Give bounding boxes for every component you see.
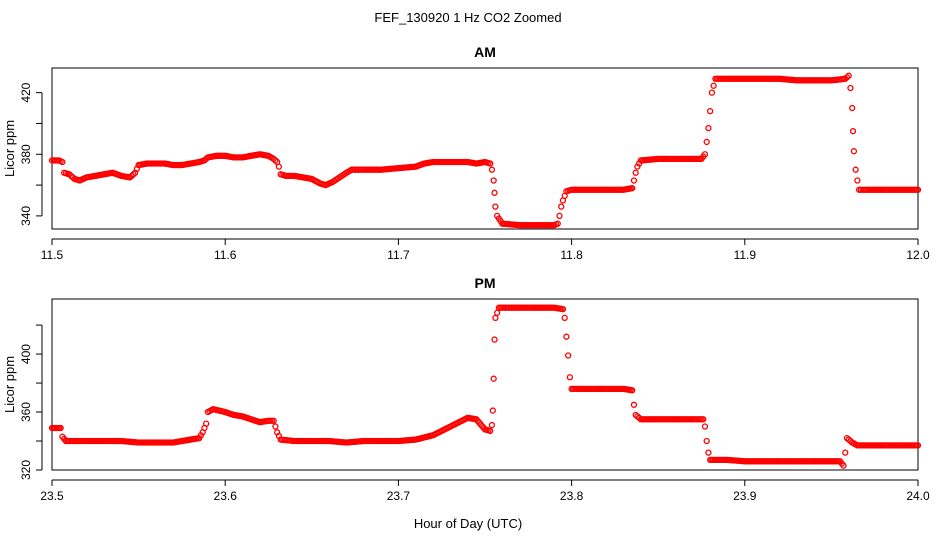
figure-title: FEF_130920 1 Hz CO2 Zoomed	[374, 10, 561, 25]
data-point	[845, 72, 852, 79]
data-point	[57, 424, 64, 432]
data-point	[490, 375, 497, 382]
data-point	[491, 189, 498, 196]
data-point	[558, 203, 565, 210]
x-tick-label: 23.8	[560, 489, 584, 503]
panel-1: PM 23.5 23.6 23.7 23.8 23.9 24.0 320 360 400Licor…	[2, 275, 930, 503]
data-point	[487, 160, 494, 167]
plot-frame	[51, 67, 919, 230]
y-tick-label: 360	[19, 402, 33, 422]
data-point	[487, 427, 494, 435]
data-point	[559, 305, 567, 313]
data-point	[632, 169, 639, 176]
data-point	[492, 314, 499, 321]
data-point	[488, 166, 496, 173]
data-point	[849, 104, 856, 112]
data-point	[634, 163, 641, 170]
data-point	[561, 314, 568, 321]
data-point	[847, 84, 854, 92]
data-point	[708, 89, 716, 96]
plot-frame	[51, 298, 919, 471]
data-point	[849, 128, 857, 135]
data-point	[554, 220, 561, 227]
panel-title: AM	[474, 44, 496, 60]
data-point	[491, 336, 498, 343]
x-tick-label: 24.0	[906, 489, 930, 503]
data-point	[490, 177, 497, 184]
data-point	[629, 185, 636, 192]
data-point	[703, 437, 710, 445]
data-point	[275, 163, 283, 170]
y-tick-label: 340	[19, 206, 33, 226]
data-point	[630, 401, 638, 408]
data-point	[629, 387, 636, 394]
x-tick-label: 23.6	[214, 489, 238, 503]
data-point	[59, 158, 66, 166]
y-tick-label: 420	[19, 82, 33, 102]
data-point	[564, 352, 572, 359]
panel-title: PM	[475, 275, 496, 291]
data-point	[710, 82, 717, 89]
data-point	[705, 124, 712, 132]
data-point	[492, 203, 499, 210]
data-point	[493, 309, 501, 316]
data-point	[701, 423, 709, 430]
x-tick-label: 11.9	[734, 248, 757, 262]
y-tick-label: 380	[19, 144, 33, 164]
data-points	[48, 72, 922, 229]
panels: AM 11.5 11.6 11.7 11.8 11.9 12.0 340 380 420 Licor…	[2, 44, 930, 503]
data-point	[202, 420, 210, 427]
data-points	[48, 304, 922, 469]
y-axis-title: Licor ppm	[2, 356, 17, 413]
data-point	[635, 160, 643, 167]
data-point	[854, 177, 861, 184]
x-tick-label: 12.0	[906, 248, 930, 262]
y-tick-label: 320	[19, 460, 33, 480]
x-axis-title: Hour of Day (UTC)	[414, 516, 522, 531]
data-point	[556, 212, 563, 220]
x-tick-label: 11.5	[41, 248, 64, 262]
data-point	[840, 462, 847, 469]
data-point	[630, 177, 638, 184]
data-point	[700, 416, 707, 423]
data-point	[488, 421, 496, 429]
x-tick-label: 11.8	[560, 248, 583, 262]
data-point	[707, 107, 714, 115]
x-tick-label: 11.7	[387, 248, 410, 262]
y-tick-label: 400	[19, 344, 33, 364]
data-point	[270, 417, 277, 424]
data-point	[489, 407, 496, 414]
panel-0: AM 11.5 11.6 11.7 11.8 11.9 12.0 340 380 420 Licor…	[2, 44, 930, 262]
data-point	[914, 186, 922, 193]
x-tick-label: 23.7	[387, 489, 411, 503]
data-point	[272, 423, 279, 430]
x-tick-label: 11.6	[214, 248, 237, 262]
data-point	[701, 151, 709, 158]
x-tick-label: 23.9	[733, 489, 757, 503]
y-axis-title: Licor ppm	[2, 120, 17, 177]
x-tick-label: 23.5	[40, 489, 64, 503]
data-point	[850, 148, 858, 155]
data-point	[842, 449, 849, 456]
data-point	[852, 166, 859, 173]
data-point	[563, 333, 570, 340]
data-point	[703, 138, 710, 146]
data-point	[566, 374, 574, 381]
data-point	[914, 442, 922, 449]
data-point	[705, 449, 712, 456]
